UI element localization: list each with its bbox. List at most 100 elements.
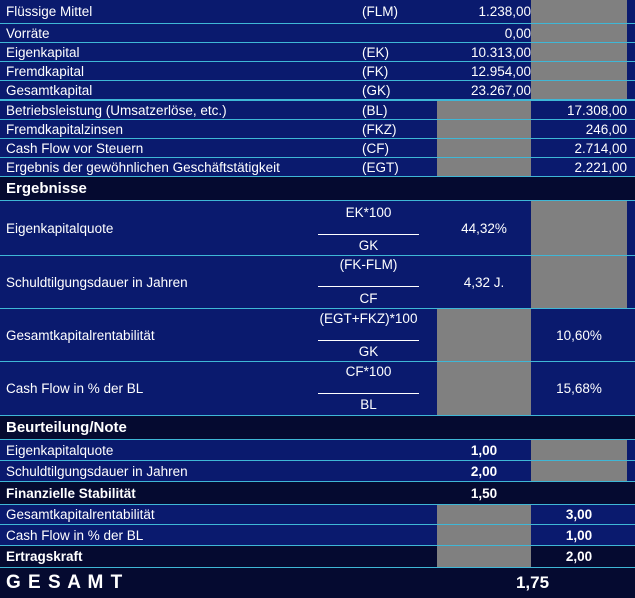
row-value[interactable]: 17.308,00 — [566, 102, 627, 118]
row-abbr: (EGT) — [362, 159, 399, 175]
section-title: Ergebnisse — [6, 180, 87, 197]
table-row: Betriebsleistung (Umsatzerlöse, etc.) (B… — [0, 101, 635, 120]
gray-cell — [437, 525, 531, 545]
grade-row: Schuldtilgungsdauer in Jahren 2,00 — [0, 461, 635, 482]
formula-numerator: EK*100 — [345, 205, 392, 220]
row-abbr: (BL) — [362, 102, 388, 118]
row-label: Schuldtilgungsdauer in Jahren — [6, 274, 188, 290]
row-abbr: (GK) — [362, 82, 391, 98]
grade-value[interactable]: 3,00 — [565, 507, 593, 522]
formula-denominator: GK — [358, 238, 379, 253]
row-value[interactable]: 2.221,00 — [574, 159, 627, 175]
row-label: Gesamtkapitalrentabilität — [6, 507, 155, 522]
formula-numerator: (FK-FLM) — [339, 257, 398, 272]
gray-cell — [531, 440, 627, 460]
row-value[interactable]: 246,00 — [585, 121, 627, 137]
gray-cell — [437, 139, 531, 157]
grade-row: Eigenkapitalquote 1,00 — [0, 440, 635, 461]
formula-numerator: CF*100 — [345, 364, 392, 379]
result-value[interactable]: 15,68% — [556, 381, 602, 396]
row-label: Eigenkapital — [6, 44, 80, 60]
subtotal-value[interactable]: 2,00 — [565, 549, 593, 564]
gray-cell — [437, 309, 531, 361]
table-row: Flüssige Mittel (FLM) 1.238,00 — [0, 0, 635, 24]
table-row: Gesamtkapital (GK) 23.267,00 — [0, 81, 635, 101]
gray-cell — [531, 461, 627, 481]
result-value[interactable]: 4,32 J. — [463, 274, 505, 290]
result-value[interactable]: 44,32% — [461, 220, 507, 236]
gray-cell — [531, 0, 627, 23]
subtotal-row: Ertragskraft 2,00 — [0, 546, 635, 568]
row-label: Gesamtkapital — [6, 82, 93, 98]
gray-cell — [531, 81, 627, 99]
row-label: Fremdkapitalzinsen — [6, 121, 124, 137]
formula: EK*100 GK — [318, 201, 419, 255]
grand-total-row: G E S A M T 1,75 — [0, 568, 635, 598]
grade-value[interactable]: 1,00 — [565, 527, 593, 543]
gray-cell — [437, 101, 531, 119]
row-value[interactable]: 0,00 — [504, 25, 531, 41]
row-abbr: (FLM) — [362, 4, 398, 19]
formula-denominator: CF — [359, 291, 378, 306]
row-abbr: (FKZ) — [362, 121, 397, 137]
row-label: Betriebsleistung (Umsatzerlöse, etc.) — [6, 102, 227, 118]
row-label: Gesamtkapitalrentabilität — [6, 327, 155, 343]
table-row: Fremdkapitalzinsen (FKZ) 246,00 — [0, 120, 635, 139]
subtotal-label: Finanzielle Stabilität — [6, 485, 136, 501]
grade-value[interactable]: 1,00 — [470, 442, 498, 458]
row-label: Fremdkapital — [6, 63, 85, 79]
row-value[interactable]: 1.238,00 — [478, 4, 531, 19]
subtotal-label: Ertragskraft — [6, 549, 83, 564]
grade-row: Cash Flow in % der BL 1,00 — [0, 525, 635, 546]
row-value[interactable]: 2.714,00 — [574, 140, 627, 156]
grand-total-label: G E S A M T — [6, 572, 124, 593]
row-value[interactable]: 12.954,00 — [470, 63, 531, 79]
section-heading: Ergebnisse — [0, 177, 635, 201]
gray-cell — [531, 24, 627, 42]
row-label: Flüssige Mittel — [6, 4, 93, 19]
row-label: Cash Flow in % der BL — [6, 381, 144, 396]
row-value[interactable]: 10.313,00 — [470, 44, 531, 60]
grade-value[interactable]: 2,00 — [470, 463, 498, 479]
result-row: Eigenkapitalquote EK*100 GK 44,32% — [0, 201, 635, 256]
section-heading: Beurteilung/Note — [0, 416, 635, 440]
row-abbr: (CF) — [362, 140, 389, 156]
row-value[interactable]: 23.267,00 — [470, 82, 531, 98]
row-label: Cash Flow in % der BL — [6, 527, 144, 543]
row-label: Eigenkapitalquote — [6, 220, 114, 236]
result-row: Cash Flow in % der BL CF*100 BL 15,68% — [0, 362, 635, 416]
grade-row: Gesamtkapitalrentabilität 3,00 — [0, 505, 635, 525]
table-row: Fremdkapital (FK) 12.954,00 — [0, 62, 635, 81]
row-label: Vorräte — [6, 25, 50, 41]
result-row: Gesamtkapitalrentabilität (EGT+FKZ)*100 … — [0, 309, 635, 362]
gray-cell — [437, 362, 531, 415]
formula: (EGT+FKZ)*100 GK — [318, 309, 419, 361]
formula-denominator: BL — [360, 397, 377, 412]
table-row: Ergebnis der gewöhnlichen Geschäftstätig… — [0, 158, 635, 177]
row-label: Schuldtilgungsdauer in Jahren — [6, 463, 188, 479]
gray-cell — [437, 505, 531, 524]
table-row: Vorräte 0,00 — [0, 24, 635, 43]
gray-cell — [437, 158, 531, 176]
gray-cell — [437, 120, 531, 138]
formula-numerator: (EGT+FKZ)*100 — [319, 311, 418, 326]
grand-total-value[interactable]: 1,75 — [515, 573, 550, 592]
result-value[interactable]: 10,60% — [556, 327, 602, 343]
subtotal-row: Finanzielle Stabilität 1,50 — [0, 482, 635, 505]
row-abbr: (FK) — [362, 63, 389, 79]
gray-cell — [531, 43, 627, 61]
subtotal-value[interactable]: 1,50 — [470, 485, 498, 501]
gray-cell — [531, 256, 627, 308]
formula: CF*100 BL — [318, 362, 419, 415]
table-row: Eigenkapital (EK) 10.313,00 — [0, 43, 635, 62]
row-label: Eigenkapitalquote — [6, 442, 114, 458]
fraction-line — [318, 340, 419, 341]
row-label: Cash Flow vor Steuern — [6, 140, 144, 156]
result-row: Schuldtilgungsdauer in Jahren (FK-FLM) C… — [0, 256, 635, 309]
row-abbr: (EK) — [362, 44, 389, 60]
table-row: Cash Flow vor Steuern (CF) 2.714,00 — [0, 139, 635, 158]
section-title: Beurteilung/Note — [6, 419, 127, 436]
formula: (FK-FLM) CF — [318, 256, 419, 308]
fraction-line — [318, 393, 419, 394]
